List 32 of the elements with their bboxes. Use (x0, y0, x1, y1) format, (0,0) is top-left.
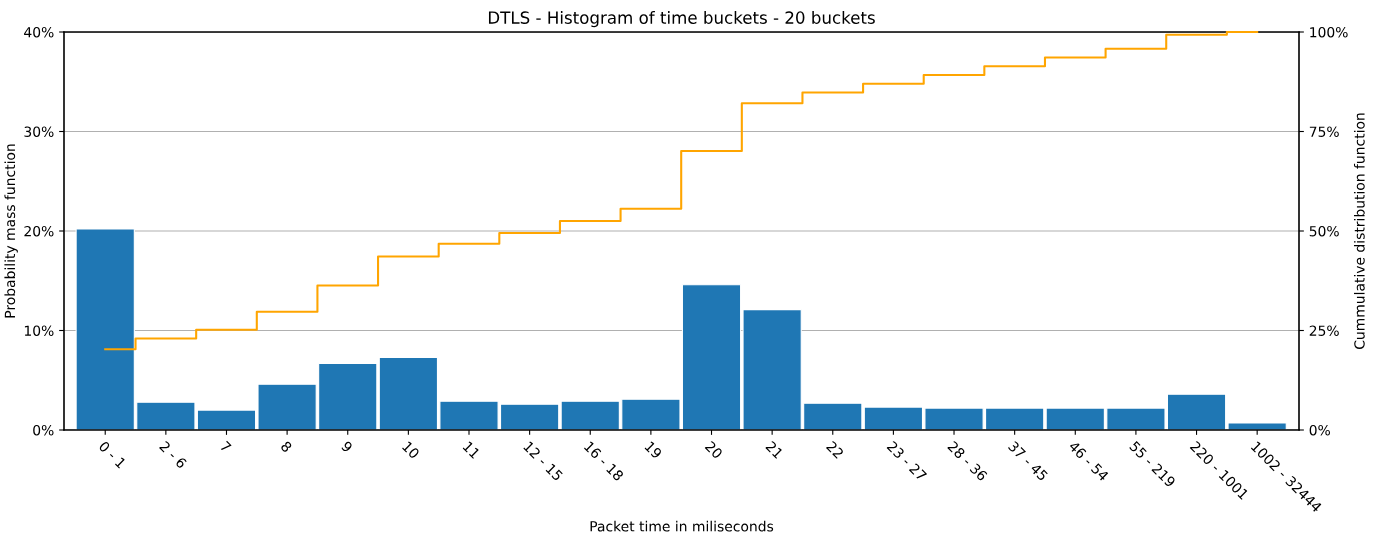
x-tick-label: 46 - 54 (1068, 440, 1110, 482)
y-tick-label: 40% (24, 26, 54, 38)
x-tick-label: 22 (826, 440, 845, 459)
x-tick-label: 21 (765, 440, 784, 459)
y-tick-label: 20% (24, 225, 54, 237)
y-axis-title: Probability mass function (4, 144, 18, 318)
x-tick-label: 2 - 6 (158, 440, 188, 469)
x-tick-label: 9 (340, 440, 354, 453)
x-axis-title: Packet time in miliseconds (590, 520, 774, 532)
y2-tick-label: 25% (1309, 325, 1339, 336)
y2-tick-label: 50% (1309, 225, 1339, 237)
x-tick-label: 28 - 36 (947, 440, 989, 482)
y2-axis-title: Cummulative distribution function (1353, 113, 1365, 349)
y2-tick-label: 100% (1310, 26, 1348, 38)
x-tick-label: 23 - 27 (886, 440, 928, 482)
x-tick-label: 55 - 219 (1129, 440, 1177, 488)
x-tick-label: 20 (704, 440, 724, 460)
x-tick-label: 12 - 15 (523, 440, 564, 482)
x-tick-label: 10 (401, 440, 421, 460)
y-tick-label: 30% (24, 126, 54, 137)
x-tick-label: 16 - 18 (583, 440, 625, 482)
y-tick-label: 0% (33, 424, 54, 436)
x-tick-label: 11 (462, 441, 481, 459)
y-tick-label: 10% (24, 325, 54, 336)
x-tick-label: 0 - 1 (98, 440, 127, 469)
x-tick-label: 8 (280, 440, 293, 453)
x-tick-label: 19 (644, 440, 663, 460)
y2-tick-label: 0% (1309, 424, 1330, 436)
chart-title: DTLS - Histogram of time buckets - 20 buckets (488, 11, 875, 28)
x-tick-label: 7 (219, 440, 232, 453)
x-tick-label: 37 - 45 (1007, 440, 1049, 482)
y2-tick-label: 75% (1309, 126, 1339, 137)
